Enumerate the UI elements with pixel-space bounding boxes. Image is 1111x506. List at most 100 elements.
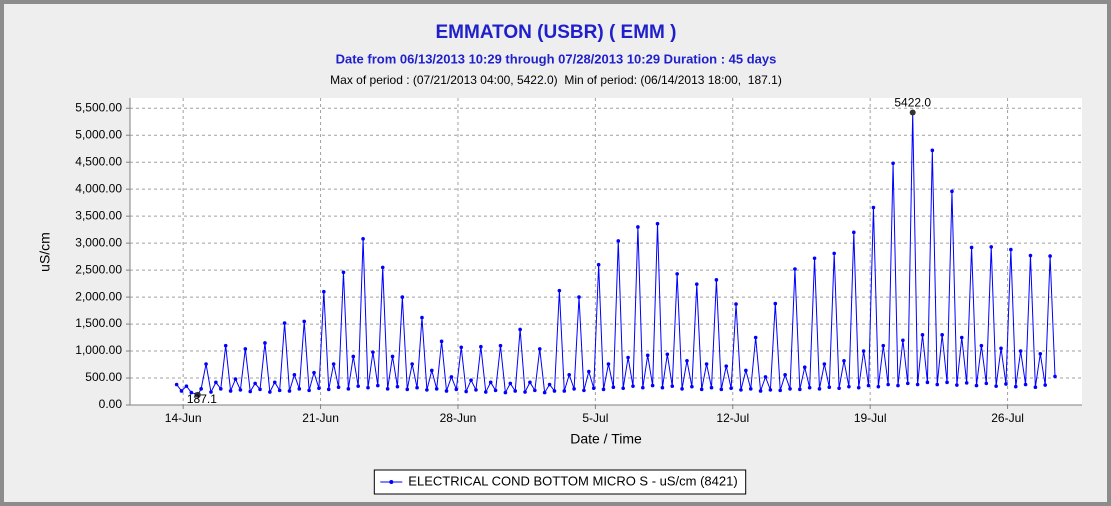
- data-point: [945, 380, 949, 385]
- x-tick-label: 14-Jun: [165, 411, 202, 425]
- data-point: [243, 347, 248, 351]
- data-point: [665, 352, 670, 357]
- data-point: [587, 369, 591, 374]
- data-point: [292, 372, 297, 377]
- data-point: [999, 346, 1003, 351]
- data-point: [572, 387, 576, 391]
- data-point: [218, 387, 223, 391]
- data-point: [1004, 382, 1008, 386]
- data-point: [429, 368, 434, 373]
- data-point: [326, 387, 331, 392]
- data-point: [631, 384, 635, 388]
- data-point: [508, 381, 513, 386]
- plot-area: [130, 98, 1082, 405]
- data-point: [488, 380, 493, 385]
- data-point: [685, 358, 689, 363]
- data-point: [670, 384, 675, 388]
- data-point: [866, 383, 871, 388]
- data-point: [822, 362, 827, 366]
- data-point: [699, 387, 704, 392]
- data-point: [758, 389, 763, 393]
- data-point: [498, 343, 503, 348]
- data-point: [655, 221, 660, 226]
- y-tick-label: 5,500.00: [75, 100, 122, 114]
- data-point: [636, 225, 640, 229]
- data-point: [361, 237, 365, 241]
- data-point: [557, 288, 562, 293]
- data-point: [959, 335, 964, 340]
- data-point: [596, 262, 601, 267]
- y-tick-label: 3,000.00: [75, 235, 122, 249]
- data-point: [793, 267, 797, 271]
- data-point: [626, 355, 630, 360]
- chart-subtitle: Date from 06/13/2013 10:29 through 07/28…: [336, 51, 777, 66]
- data-point: [385, 387, 390, 391]
- data-point: [783, 372, 787, 377]
- data-point: [282, 321, 287, 325]
- data-point: [474, 388, 478, 392]
- x-axis-label: Date / Time: [570, 431, 642, 447]
- data-point: [964, 381, 969, 385]
- data-point: [582, 388, 586, 393]
- data-point: [1028, 253, 1033, 258]
- data-point: [322, 289, 326, 294]
- data-point: [1009, 247, 1013, 252]
- data-point: [788, 387, 792, 391]
- x-tick-label: 21-Jun: [302, 411, 339, 425]
- x-tick-label: 19-Jul: [854, 411, 887, 425]
- data-point: [493, 388, 498, 393]
- data-point: [268, 390, 272, 394]
- data-point: [856, 385, 861, 390]
- y-axis-label: uS/cm: [37, 232, 53, 272]
- annotation-label: 187.1: [187, 392, 217, 406]
- legend-box: [373, 469, 747, 495]
- x-tick-label: 26-Jul: [991, 411, 1024, 425]
- data-point: [984, 381, 989, 386]
- data-point: [915, 382, 920, 387]
- data-point: [223, 343, 228, 348]
- data-point: [955, 383, 959, 387]
- period-note: Max of period : (07/21/2013 04:00, 5422.…: [330, 73, 782, 87]
- data-point: [896, 383, 900, 388]
- data-point: [802, 365, 807, 370]
- data-point: [233, 377, 238, 381]
- data-point: [1013, 384, 1018, 389]
- data-point: [1038, 351, 1043, 356]
- data-point: [356, 384, 360, 388]
- data-point: [798, 387, 802, 392]
- data-point: [744, 368, 748, 373]
- data-point: [317, 386, 321, 391]
- x-tick-label: 5-Jul: [582, 411, 608, 425]
- data-point: [366, 385, 370, 390]
- data-point: [734, 302, 738, 306]
- data-point: [861, 349, 866, 353]
- data-point: [812, 256, 817, 261]
- data-point: [376, 383, 380, 388]
- data-point: [768, 388, 773, 392]
- data-point: [724, 364, 729, 368]
- data-point: [537, 347, 542, 351]
- data-point: [847, 384, 851, 389]
- data-point: [719, 387, 724, 392]
- data-point: [179, 389, 184, 393]
- data-point: [523, 390, 527, 394]
- data-point: [753, 335, 758, 340]
- data-point: [601, 387, 606, 392]
- data-point: [277, 388, 282, 393]
- data-point: [479, 344, 483, 349]
- data-point: [1048, 254, 1052, 258]
- chart-title: EMMATON (USBR) ( EMM ): [436, 22, 677, 43]
- data-point: [709, 385, 714, 390]
- data-point: [444, 389, 449, 393]
- data-point: [199, 387, 203, 391]
- data-point: [469, 378, 473, 382]
- data-point: [209, 390, 213, 394]
- data-point: [562, 389, 567, 393]
- data-point: [528, 380, 532, 385]
- y-tick-label: 500.00: [85, 370, 122, 384]
- data-point: [739, 388, 743, 392]
- data-point: [871, 205, 876, 210]
- data-point: [341, 270, 346, 275]
- data-point: [263, 341, 267, 345]
- data-point: [778, 388, 783, 393]
